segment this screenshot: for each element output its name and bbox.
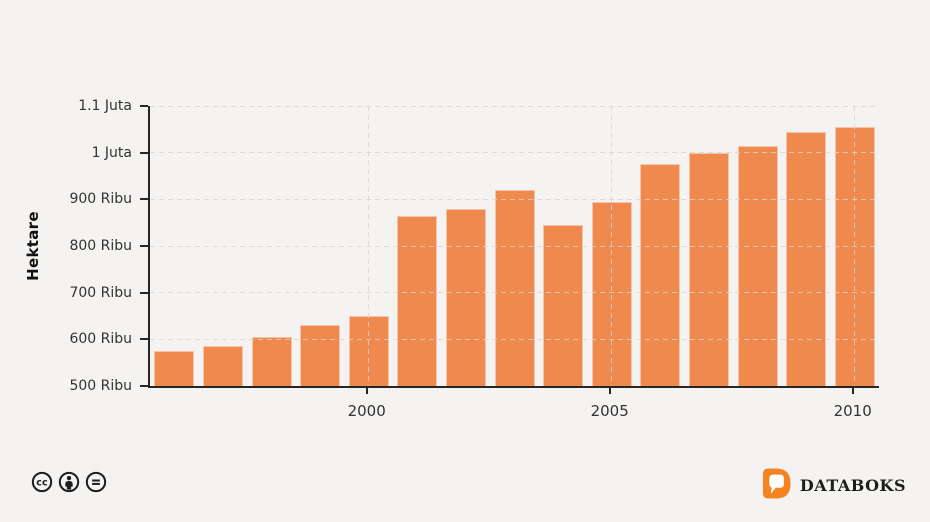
y-axis-tick-label: 1.1 Juta: [78, 98, 132, 114]
plot-area: [148, 105, 879, 388]
license-badges: cc: [31, 471, 107, 493]
bar[interactable]: [786, 131, 827, 386]
y-axis-tick-label: 900 Ribu: [69, 191, 132, 208]
databoks-logo[interactable]: DATABOKS: [761, 467, 906, 504]
databoks-wordmark: DATABOKS: [799, 476, 906, 495]
bar[interactable]: [737, 145, 778, 386]
bar[interactable]: [202, 346, 243, 386]
svg-text:cc: cc: [36, 477, 48, 488]
bar[interactable]: [494, 190, 535, 386]
y-axis-tick: [140, 245, 148, 247]
bar[interactable]: [688, 152, 729, 386]
y-axis-tick: [140, 198, 148, 201]
y-axis-tick-label: 600 Ribu: [69, 331, 132, 348]
bar[interactable]: [543, 225, 584, 386]
bar[interactable]: [640, 164, 681, 386]
y-axis-tick: [140, 385, 148, 387]
y-axis-tick: [140, 105, 148, 107]
y-axis-tick: [140, 151, 148, 154]
bar[interactable]: [348, 316, 389, 386]
bar[interactable]: [591, 201, 632, 386]
no-derivatives-icon[interactable]: [85, 471, 107, 493]
bar[interactable]: [445, 208, 486, 386]
y-axis-tick-label: 1 Juta: [91, 144, 132, 161]
x-axis-tick-label: 2000: [347, 402, 386, 420]
y-axis-tick-label: 700 Ribu: [69, 284, 132, 301]
x-axis-tick: [608, 387, 611, 394]
x-axis-tick-label: 2005: [590, 402, 629, 420]
bar[interactable]: [300, 325, 341, 386]
databoks-logo-icon: [761, 467, 792, 504]
bar[interactable]: [251, 337, 292, 386]
y-axis-tick-label: 500 Ribu: [69, 378, 132, 394]
bar[interactable]: [834, 127, 875, 386]
x-axis-tick-label: 2010: [833, 402, 872, 420]
y-axis-tick: [140, 291, 148, 294]
bar[interactable]: [397, 215, 438, 386]
x-axis-tick: [851, 387, 854, 394]
x-axis-tick: [365, 387, 368, 394]
gridline-horizontal: [150, 105, 879, 107]
bar[interactable]: [154, 351, 195, 386]
y-axis-tick: [140, 338, 148, 341]
cc-icon[interactable]: cc: [31, 471, 53, 493]
attribution-icon[interactable]: [58, 471, 80, 493]
y-axis-tick-label: 800 Ribu: [69, 238, 132, 254]
